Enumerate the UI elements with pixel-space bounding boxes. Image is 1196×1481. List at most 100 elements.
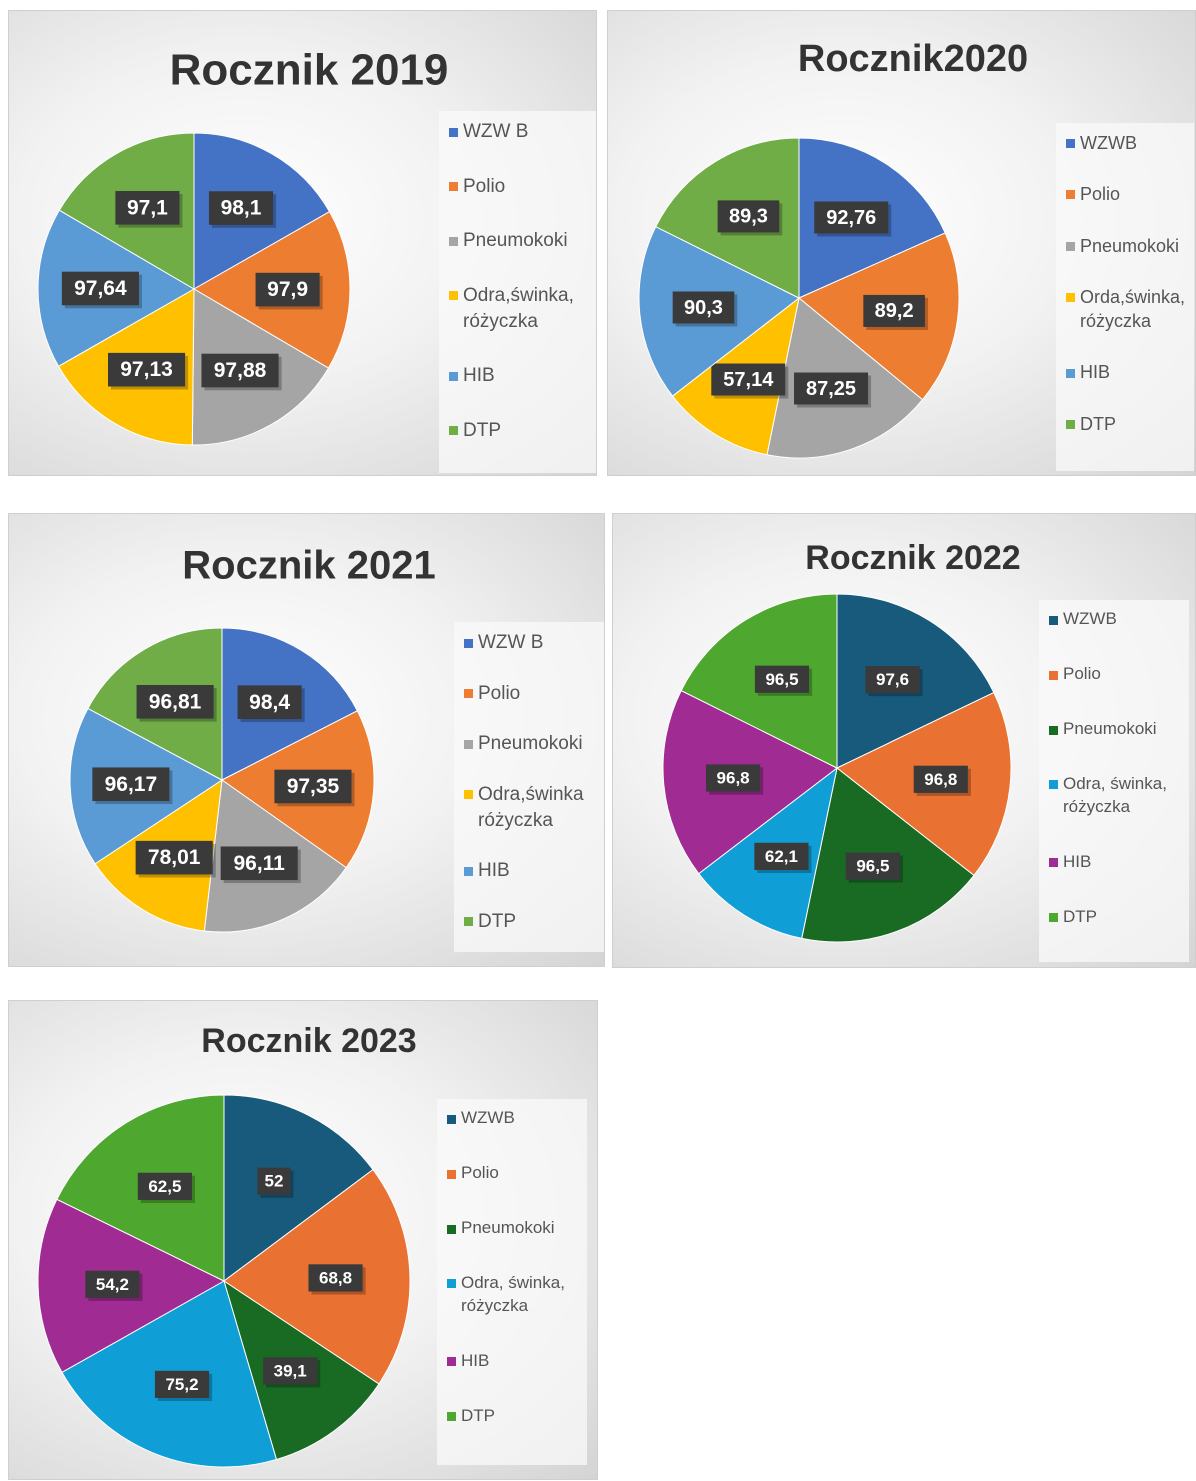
value-label-box [201, 353, 279, 388]
legend-entry: Pneumokoki [1049, 718, 1179, 741]
legend-swatch [449, 291, 458, 301]
legend-label: Polio [461, 1162, 499, 1182]
chart: Rocznik 2022 97,6 96,8 96,5 62,1 96,8 96,5 [662, 539, 1021, 943]
legend: WZW B Polio Pneumokoki Odra,świnka, różyczk… [439, 111, 596, 473]
value-label: 97,6 [876, 670, 909, 689]
legend-label: Odra,świnka różyczka [478, 783, 584, 831]
chart: Rocznik 2023 52 68,8 39,1 75,2 54,2 62,5 [37, 1022, 417, 1468]
value-label: 92,76 [826, 207, 876, 229]
legend-entry: Pneumokoki [1066, 234, 1184, 258]
legend-label: DTP [463, 419, 501, 441]
legend-entry: DTP [447, 1405, 577, 1428]
value-label-box [135, 840, 213, 875]
legend-swatch [1049, 725, 1058, 735]
value-label-box [754, 665, 810, 693]
legend-label: HIB [1063, 851, 1092, 871]
legend-entry: Polio [464, 681, 594, 707]
legend-label: Pneumokoki [463, 230, 568, 252]
legend-swatch [464, 790, 473, 800]
legend-swatch [464, 689, 473, 699]
value-label: 89,2 [875, 300, 914, 322]
chart-card: Rocznik 2023 52 68,8 39,1 75,2 54,2 62,5 WZWB Po… [8, 1000, 598, 1480]
legend-entry: Pneumokoki [464, 731, 594, 757]
value-label: 90,3 [684, 297, 723, 319]
value-label-box [754, 842, 809, 870]
legend-swatch [1066, 292, 1075, 302]
value-label-box [845, 852, 900, 880]
legend-label: DTP [478, 910, 516, 932]
value-label: 96,5 [765, 670, 798, 689]
legend-swatch [464, 739, 473, 749]
value-label-box [107, 352, 186, 387]
chart-title: Rocznik2020 [798, 38, 1028, 80]
value-label: 98,4 [249, 691, 290, 714]
legend-label: WZW B [463, 121, 529, 142]
legend-entry: HIB [449, 363, 589, 389]
value-label: 78,01 [148, 846, 201, 869]
chart-title: Rocznik 2022 [805, 539, 1020, 577]
chart-card: Rocznik 2019 98,1 97,9 97,88 97,13 97,64 97,1 W… [8, 10, 597, 476]
value-label: 98,1 [221, 197, 262, 220]
value-label: 62,1 [765, 847, 798, 866]
chart-card: Rocznik 2022 97,6 96,8 96,5 62,1 96,8 96,5 WZWB… [612, 513, 1196, 968]
legend-entry: WZWB [447, 1107, 577, 1130]
value-label-box [711, 363, 786, 396]
value-label-box [865, 666, 920, 694]
value-label: 96,17 [105, 773, 158, 796]
legend-label: Pneumokoki [1063, 718, 1157, 738]
value-label: 62,5 [148, 1177, 181, 1196]
legend-label: Pneumokoki [461, 1217, 555, 1237]
value-label-box [863, 294, 925, 327]
legend-entry: Pneumokoki [449, 228, 589, 254]
value-label: 97,64 [74, 277, 127, 300]
value-label-box [705, 764, 761, 792]
value-label-box [237, 685, 302, 720]
legend-swatch [464, 866, 473, 876]
legend-entry: Odra, świnka, różyczka [447, 1272, 577, 1318]
value-label-box [308, 1264, 363, 1292]
legend: WZWB Polio Pneumokoki Odra, świnka, różyczk… [437, 1099, 587, 1465]
legend-swatch [1066, 139, 1075, 149]
value-label: 52 [265, 1172, 284, 1191]
value-label-box [814, 201, 889, 234]
legend-label: HIB [463, 365, 495, 387]
legend-swatch [449, 182, 458, 192]
value-label-box [208, 191, 274, 225]
value-label: 87,25 [806, 378, 856, 400]
legend-entry: DTP [464, 909, 594, 935]
legend-label: WZW B [478, 632, 544, 653]
legend-swatch [1066, 241, 1075, 251]
legend-swatch [1066, 419, 1075, 429]
legend-label: HIB [478, 860, 510, 882]
value-label-box [913, 765, 968, 793]
chart-title: Rocznik 2023 [201, 1022, 416, 1060]
legend-label: Orda,świnka, różyczka [1080, 286, 1186, 332]
value-label: 97,1 [127, 196, 168, 219]
value-label-box [255, 272, 320, 307]
value-label-box [717, 200, 780, 233]
legend: WZWB Polio Pneumokoki Odra, świnka, różyczk… [1039, 600, 1189, 962]
value-label-box [61, 271, 139, 306]
legend-entry: Orda,świnka, różyczka [1066, 285, 1186, 334]
legend-swatch [464, 638, 473, 648]
value-label-box [92, 767, 170, 802]
legend-label: Odra,świnka, różyczka [463, 284, 574, 332]
value-label: 39,1 [274, 1361, 307, 1380]
value-label: 97,88 [214, 359, 267, 382]
legend-swatch [447, 1114, 456, 1124]
value-label-box [672, 291, 735, 324]
legend-entry: HIB [1066, 360, 1184, 384]
legend-entry: Polio [447, 1162, 577, 1185]
legend-label: Polio [1080, 184, 1121, 205]
legend-label: WZWB [461, 1108, 515, 1127]
legend-swatch [447, 1357, 456, 1367]
chart-card: Rocznik 2021 98,4 97,35 96,11 78,01 96,17 96,8… [8, 513, 605, 967]
legend-label: DTP [1080, 413, 1116, 434]
chart: Rocznik2020 92,76 89,2 87,25 57,14 90,3 89,3 [638, 38, 1028, 459]
legend-label: DTP [461, 1405, 495, 1425]
legend-label: Polio [1063, 663, 1101, 683]
value-label-box [115, 191, 180, 225]
value-label: 68,8 [319, 1268, 352, 1287]
legend-swatch [447, 1412, 456, 1422]
value-label-box [794, 372, 869, 405]
